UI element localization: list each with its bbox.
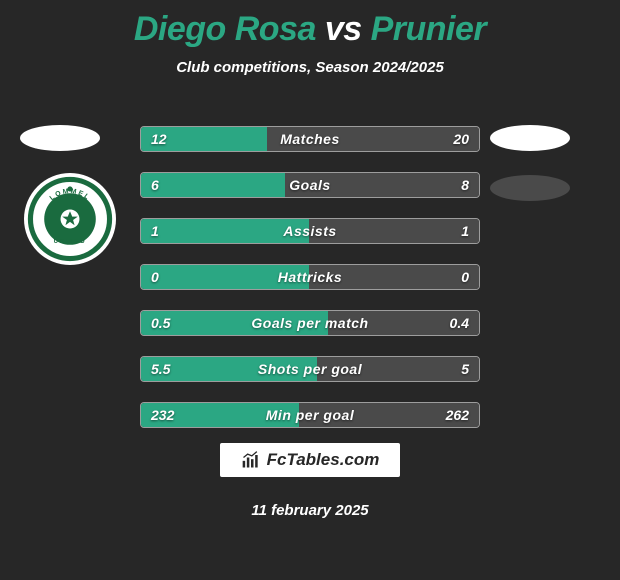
player2-marker-top bbox=[490, 125, 570, 151]
stat-row: 00Hattricks bbox=[140, 264, 480, 290]
brand-badge[interactable]: FcTables.com bbox=[220, 443, 400, 477]
date-text: 11 february 2025 bbox=[0, 502, 620, 519]
subtitle: Club competitions, Season 2024/2025 bbox=[0, 59, 620, 76]
stat-label: Shots per goal bbox=[141, 357, 479, 381]
comparison-title: Diego Rosa vs Prunier bbox=[0, 0, 620, 49]
stat-label: Assists bbox=[141, 219, 479, 243]
player1-name: Diego Rosa bbox=[134, 10, 316, 48]
stat-row: 1220Matches bbox=[140, 126, 480, 152]
brand-text: FcTables.com bbox=[267, 450, 380, 470]
vs-text: vs bbox=[325, 10, 362, 48]
stat-row: 0.50.4Goals per match bbox=[140, 310, 480, 336]
stat-label: Hattricks bbox=[141, 265, 479, 289]
stat-row: 5.55Shots per goal bbox=[140, 356, 480, 382]
stat-row: 68Goals bbox=[140, 172, 480, 198]
player2-name: Prunier bbox=[371, 10, 487, 48]
chart-icon bbox=[241, 450, 261, 470]
player1-marker bbox=[20, 125, 100, 151]
stat-label: Goals per match bbox=[141, 311, 479, 335]
svg-text:UNITED: UNITED bbox=[54, 239, 87, 245]
stats-container: 1220Matches 68Goals 11Assists 00Hattricks 0.… bbox=[140, 126, 480, 448]
stat-row: 11Assists bbox=[140, 218, 480, 244]
stat-label: Goals bbox=[141, 173, 479, 197]
stat-row: 232262Min per goal bbox=[140, 402, 480, 428]
stat-label: Matches bbox=[141, 127, 479, 151]
player2-marker-bottom bbox=[490, 175, 570, 201]
club-badge: LOMMEL UNITED bbox=[24, 173, 116, 265]
stat-label: Min per goal bbox=[141, 403, 479, 427]
club-crest-icon: LOMMEL UNITED bbox=[27, 176, 113, 262]
